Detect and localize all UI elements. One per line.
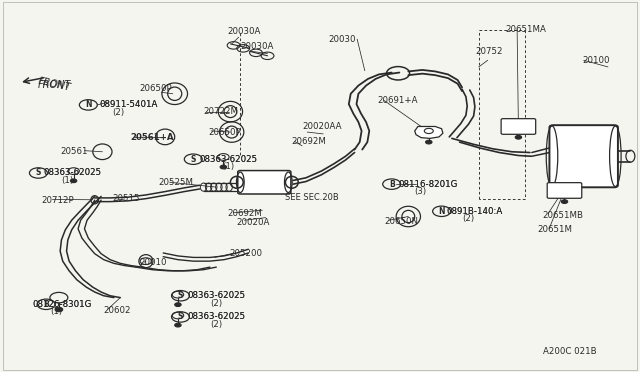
- Text: 20602: 20602: [104, 306, 131, 315]
- Text: 20030A: 20030A: [240, 42, 273, 51]
- Text: 08363-62025: 08363-62025: [44, 169, 102, 177]
- Text: 08116-8201G: 08116-8201G: [398, 180, 458, 189]
- Text: 08911-5401A: 08911-5401A: [99, 100, 157, 109]
- FancyBboxPatch shape: [501, 119, 536, 134]
- Text: 20020AA: 20020AA: [302, 122, 342, 131]
- Text: (3): (3): [415, 187, 427, 196]
- Text: 08363-62025: 08363-62025: [200, 155, 258, 164]
- Text: 08363-62025: 08363-62025: [200, 155, 258, 164]
- Circle shape: [220, 165, 227, 169]
- Text: 20650P: 20650P: [208, 128, 241, 137]
- Text: 20692M: 20692M: [228, 209, 262, 218]
- Text: N: N: [85, 100, 92, 109]
- Text: A200C 021B: A200C 021B: [543, 347, 596, 356]
- Text: B: B: [44, 300, 49, 309]
- Circle shape: [55, 307, 63, 312]
- Text: 20100: 20100: [582, 56, 610, 65]
- Text: 20651M: 20651M: [538, 225, 573, 234]
- Text: (2): (2): [210, 299, 222, 308]
- Text: 08363-62025: 08363-62025: [44, 169, 102, 177]
- Text: 08363-62025: 08363-62025: [187, 312, 245, 321]
- Text: 20030A: 20030A: [227, 27, 260, 36]
- Text: (2): (2): [112, 108, 124, 117]
- Text: (1): (1): [223, 162, 235, 171]
- Text: FRONT: FRONT: [38, 80, 71, 90]
- FancyBboxPatch shape: [547, 183, 582, 198]
- Text: FRONT: FRONT: [37, 77, 72, 93]
- Text: 08363-62025: 08363-62025: [187, 291, 245, 300]
- Text: 08126-8301G: 08126-8301G: [32, 300, 92, 309]
- Text: 20020A: 20020A: [237, 218, 270, 227]
- Circle shape: [70, 179, 77, 183]
- Text: 0891B-140:A: 0891B-140:A: [447, 207, 503, 216]
- Circle shape: [175, 323, 181, 327]
- Text: 20752: 20752: [475, 47, 502, 56]
- Text: 20515: 20515: [112, 194, 140, 203]
- Text: 20651MA: 20651MA: [506, 25, 547, 34]
- Text: 08363-62025: 08363-62025: [187, 312, 245, 321]
- Text: 20030: 20030: [328, 35, 356, 44]
- Text: 20561+A: 20561+A: [131, 133, 174, 142]
- Text: 20650P: 20650P: [140, 84, 172, 93]
- Text: (2): (2): [462, 214, 474, 223]
- Text: (2): (2): [210, 320, 222, 329]
- Circle shape: [561, 200, 568, 203]
- Text: 08363-62025: 08363-62025: [187, 291, 245, 300]
- Text: 20712P: 20712P: [41, 196, 74, 205]
- Circle shape: [175, 303, 181, 307]
- Text: 08116-8201G: 08116-8201G: [398, 180, 458, 189]
- Text: 20525M: 20525M: [159, 178, 194, 187]
- Text: S: S: [178, 312, 183, 321]
- Text: S: S: [178, 291, 183, 300]
- Text: 20722M: 20722M: [204, 107, 239, 116]
- Text: 205200: 205200: [229, 249, 262, 258]
- Text: (1): (1): [50, 307, 62, 316]
- Text: N: N: [438, 207, 445, 216]
- Text: S: S: [36, 169, 41, 177]
- Text: 20010: 20010: [140, 258, 167, 267]
- FancyBboxPatch shape: [550, 125, 618, 187]
- Text: 20561: 20561: [61, 147, 88, 156]
- Text: 08911-5401A: 08911-5401A: [99, 100, 157, 109]
- Circle shape: [426, 140, 432, 144]
- Text: (1): (1): [61, 176, 73, 185]
- Polygon shape: [415, 126, 443, 138]
- Text: B: B: [389, 180, 394, 189]
- Text: S: S: [191, 155, 196, 164]
- Text: 20650N: 20650N: [384, 217, 418, 226]
- Text: 20692M: 20692M: [291, 137, 326, 146]
- Text: 0891B-140:A: 0891B-140:A: [447, 207, 503, 216]
- Text: SEE SEC.20B: SEE SEC.20B: [285, 193, 339, 202]
- Text: 20651MB: 20651MB: [543, 211, 584, 219]
- Circle shape: [515, 135, 522, 139]
- Text: 20691+A: 20691+A: [378, 96, 418, 105]
- Text: 08126-8301G: 08126-8301G: [32, 300, 92, 309]
- FancyBboxPatch shape: [238, 170, 291, 194]
